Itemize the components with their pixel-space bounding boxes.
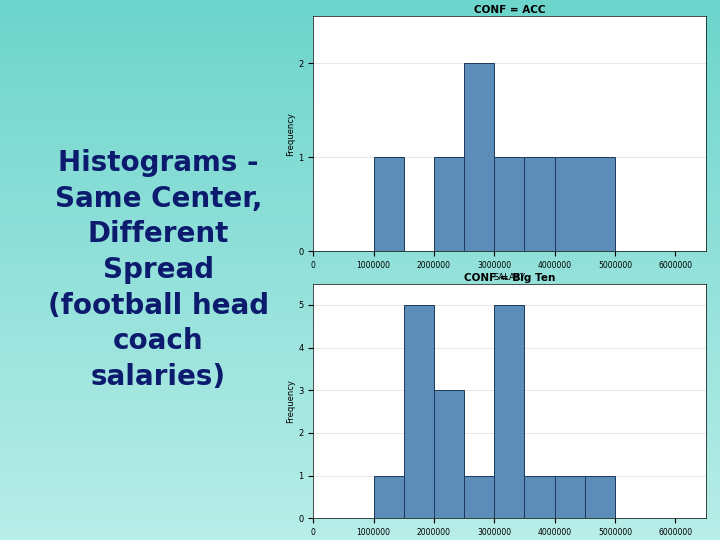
- Bar: [464, 63, 495, 251]
- Bar: [524, 157, 554, 251]
- Bar: [554, 476, 585, 518]
- Bar: [434, 157, 464, 251]
- Bar: [374, 157, 404, 251]
- Bar: [554, 157, 615, 251]
- Bar: [404, 305, 434, 518]
- Y-axis label: Frequency: Frequency: [287, 379, 295, 423]
- Bar: [585, 476, 615, 518]
- Bar: [434, 390, 464, 518]
- Text: Histograms -
Same Center,
Different
Spread
(football head
coach
salaries): Histograms - Same Center, Different Spre…: [48, 149, 269, 391]
- X-axis label: SALARY: SALARY: [493, 273, 526, 281]
- Bar: [374, 476, 404, 518]
- Title: CONF = Big Ten: CONF = Big Ten: [464, 273, 555, 283]
- Bar: [495, 157, 524, 251]
- Y-axis label: Frequency: Frequency: [287, 112, 295, 156]
- Title: CONF = ACC: CONF = ACC: [474, 5, 545, 16]
- Bar: [524, 476, 554, 518]
- Bar: [464, 476, 495, 518]
- Bar: [495, 305, 524, 518]
